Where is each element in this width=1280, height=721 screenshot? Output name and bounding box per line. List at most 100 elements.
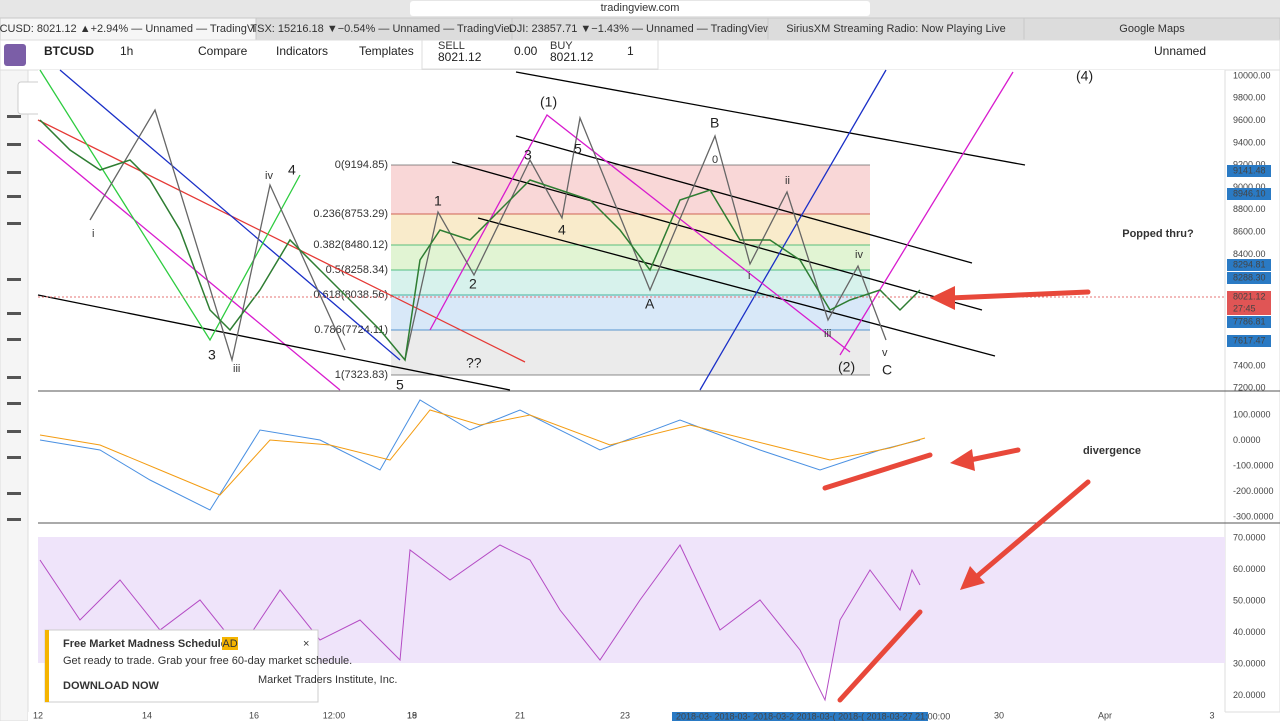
- price-tag-label: 7617.47: [1233, 335, 1266, 345]
- wave-label: iii: [824, 328, 831, 340]
- wave-label: iii: [233, 363, 240, 375]
- price-tick-label: 9400.00: [1233, 137, 1266, 147]
- layout-name[interactable]: Unnamed: [1154, 44, 1206, 58]
- tool-icons[interactable]: [7, 115, 21, 521]
- interval[interactable]: 1h: [120, 44, 133, 58]
- buy-label: BUY: [550, 40, 573, 52]
- spread: 0.00: [514, 44, 538, 58]
- sell-label: SELL: [438, 40, 465, 52]
- url-field[interactable]: [410, 1, 870, 16]
- wave-label: v: [882, 347, 888, 359]
- tabs: BTCUSD: 8021.12 ▲+2.94% — Unnamed — Trad…: [0, 17, 1280, 41]
- ad-badge: AD: [222, 638, 237, 650]
- time-tick-label: 23: [620, 710, 630, 720]
- rsi-tick-label: 70.0000: [1233, 532, 1266, 542]
- price-tag: [1227, 272, 1271, 284]
- wave-label: 5: [396, 377, 404, 393]
- macd-tick-label: -300.0000: [1233, 511, 1274, 521]
- trade-panel: [421, 39, 659, 70]
- tab-title: DJI: 23857.71 ▼−1.43% — Unnamed — Tradin…: [509, 23, 771, 35]
- ad-accent: [45, 630, 49, 702]
- wave-label: 3: [524, 147, 532, 163]
- fib-zone: [391, 165, 870, 214]
- price-tick-label: 7400.00: [1233, 360, 1266, 370]
- ad-badge-bg: [222, 637, 238, 650]
- ad-cta[interactable]: DOWNLOAD NOW: [63, 680, 160, 692]
- time-tick-label: 12: [33, 710, 43, 720]
- price-tag-label: 7786.81: [1233, 316, 1266, 326]
- templates[interactable]: Templates: [359, 44, 414, 58]
- symbol[interactable]: BTCUSD: [44, 44, 94, 58]
- ad-close[interactable]: ×: [303, 638, 309, 650]
- price-tag: [1227, 316, 1271, 328]
- fib-zone: [391, 330, 870, 375]
- ad-brand: Market Traders Institute, Inc.: [258, 674, 397, 686]
- price-tick-label: 8600.00: [1233, 226, 1266, 236]
- fib-zone: [391, 270, 870, 295]
- wave-label: i: [748, 270, 750, 282]
- ad-title: Free Market Madness Schedule: [63, 638, 227, 650]
- macd-line: [39, 399, 921, 511]
- wave-label: (2): [838, 359, 855, 375]
- price-tag: [1227, 335, 1271, 347]
- fib-label: 0.618(8038.56): [313, 289, 388, 301]
- wave-label: iv: [265, 170, 273, 182]
- fib-label: 0.5(8258.34): [326, 264, 388, 276]
- price-tag: [1227, 303, 1271, 315]
- wave-label: i: [92, 228, 94, 240]
- wave-labels: (1) (2) (4) 1 2 3 4 5 A B C i ii iii iv …: [92, 68, 1093, 393]
- price-tag: [1227, 165, 1271, 177]
- tab-title: TSX: 15216.18 ▼−0.54% — Unnamed — Tradin…: [250, 23, 517, 35]
- fib-zone: [391, 245, 870, 270]
- macd-tick-label: 0.0000: [1233, 435, 1261, 445]
- time-tick-label: 21: [515, 710, 525, 720]
- wave-label: (1): [540, 94, 557, 110]
- price-tag: [1227, 188, 1271, 200]
- fib-label: 1(7323.83): [335, 369, 388, 381]
- time-tick-label: 14: [142, 710, 152, 720]
- wave-label: (4): [1076, 68, 1093, 84]
- price-tick-label: 9000.00: [1233, 182, 1266, 192]
- macd-tick-label: -200.0000: [1233, 486, 1274, 496]
- fib-label: 0.236(8753.29): [313, 208, 388, 220]
- price-tick-label: 7200.00: [1233, 383, 1266, 393]
- annotation: Popped thru?: [1122, 228, 1194, 240]
- time-tick-label: 12:00: [323, 710, 346, 720]
- buy-price[interactable]: 8021.12: [550, 50, 594, 64]
- price-tag-label: 8946.10: [1233, 188, 1266, 198]
- wave-label: 2: [469, 276, 477, 292]
- tab-title: BTCUSD: 8021.12 ▲+2.94% — Unnamed — Trad…: [0, 23, 271, 35]
- tab-title: SiriusXM Streaming Radio: Now Playing Li…: [786, 23, 1005, 35]
- price-tag-label: 8021.12: [1233, 291, 1266, 301]
- time-tag-bg: [672, 712, 928, 721]
- price-tag: [1227, 291, 1271, 303]
- arrows: [822, 286, 1091, 703]
- price-tag-label: 9141.48: [1233, 165, 1266, 175]
- price-tick-label: 9800.00: [1233, 93, 1266, 103]
- indicators[interactable]: Indicators: [276, 44, 328, 58]
- sell-price[interactable]: 8021.12: [438, 50, 482, 64]
- time-tick-label: 18: [407, 710, 417, 720]
- macd-tick-label: 100.0000: [1233, 409, 1271, 419]
- logo[interactable]: [4, 44, 26, 66]
- rsi-tick-label: 20.0000: [1233, 690, 1266, 700]
- quantity[interactable]: 1: [627, 44, 634, 58]
- wave-label: B: [710, 115, 719, 131]
- wave-label: 5: [574, 141, 582, 157]
- rsi-tick-label: 30.0000: [1233, 658, 1266, 668]
- price-tick-label: 10000.00: [1233, 70, 1271, 80]
- price-tick-label: 9600.00: [1233, 115, 1266, 125]
- fib-label: 0.382(8480.12): [313, 239, 388, 251]
- price-tag-label: 8294.81: [1233, 259, 1266, 269]
- compare[interactable]: Compare: [198, 44, 248, 58]
- macd-tick-label: -100.0000: [1233, 460, 1274, 470]
- ad-card[interactable]: [44, 629, 319, 703]
- fib-label: 0.786(7724.11): [314, 324, 388, 336]
- price-tick-label: 8400.00: [1233, 249, 1266, 259]
- tab-title: Google Maps: [1119, 23, 1185, 35]
- price-tag-label: 27:45: [1233, 303, 1256, 313]
- wave-label: ??: [466, 355, 482, 371]
- wave-label: ii: [785, 175, 790, 187]
